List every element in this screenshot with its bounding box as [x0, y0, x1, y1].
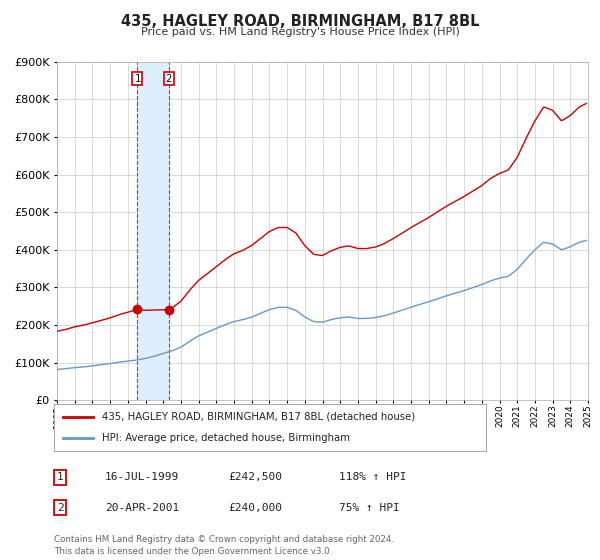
Text: £240,000: £240,000 [228, 503, 282, 513]
Text: 2: 2 [56, 503, 64, 513]
Text: 118% ↑ HPI: 118% ↑ HPI [339, 472, 407, 482]
Text: HPI: Average price, detached house, Birmingham: HPI: Average price, detached house, Birm… [101, 433, 350, 444]
Text: 435, HAGLEY ROAD, BIRMINGHAM, B17 8BL (detached house): 435, HAGLEY ROAD, BIRMINGHAM, B17 8BL (d… [101, 412, 415, 422]
Text: 20-APR-2001: 20-APR-2001 [105, 503, 179, 513]
Text: 16-JUL-1999: 16-JUL-1999 [105, 472, 179, 482]
Text: Contains HM Land Registry data © Crown copyright and database right 2024.
This d: Contains HM Land Registry data © Crown c… [54, 535, 394, 556]
Text: 1: 1 [56, 472, 64, 482]
Text: 435, HAGLEY ROAD, BIRMINGHAM, B17 8BL: 435, HAGLEY ROAD, BIRMINGHAM, B17 8BL [121, 14, 479, 29]
Text: £242,500: £242,500 [228, 472, 282, 482]
Text: 2: 2 [166, 73, 172, 83]
Text: 1: 1 [134, 73, 140, 83]
Text: 75% ↑ HPI: 75% ↑ HPI [339, 503, 400, 513]
Text: Price paid vs. HM Land Registry's House Price Index (HPI): Price paid vs. HM Land Registry's House … [140, 27, 460, 37]
Bar [137, 62, 169, 400]
